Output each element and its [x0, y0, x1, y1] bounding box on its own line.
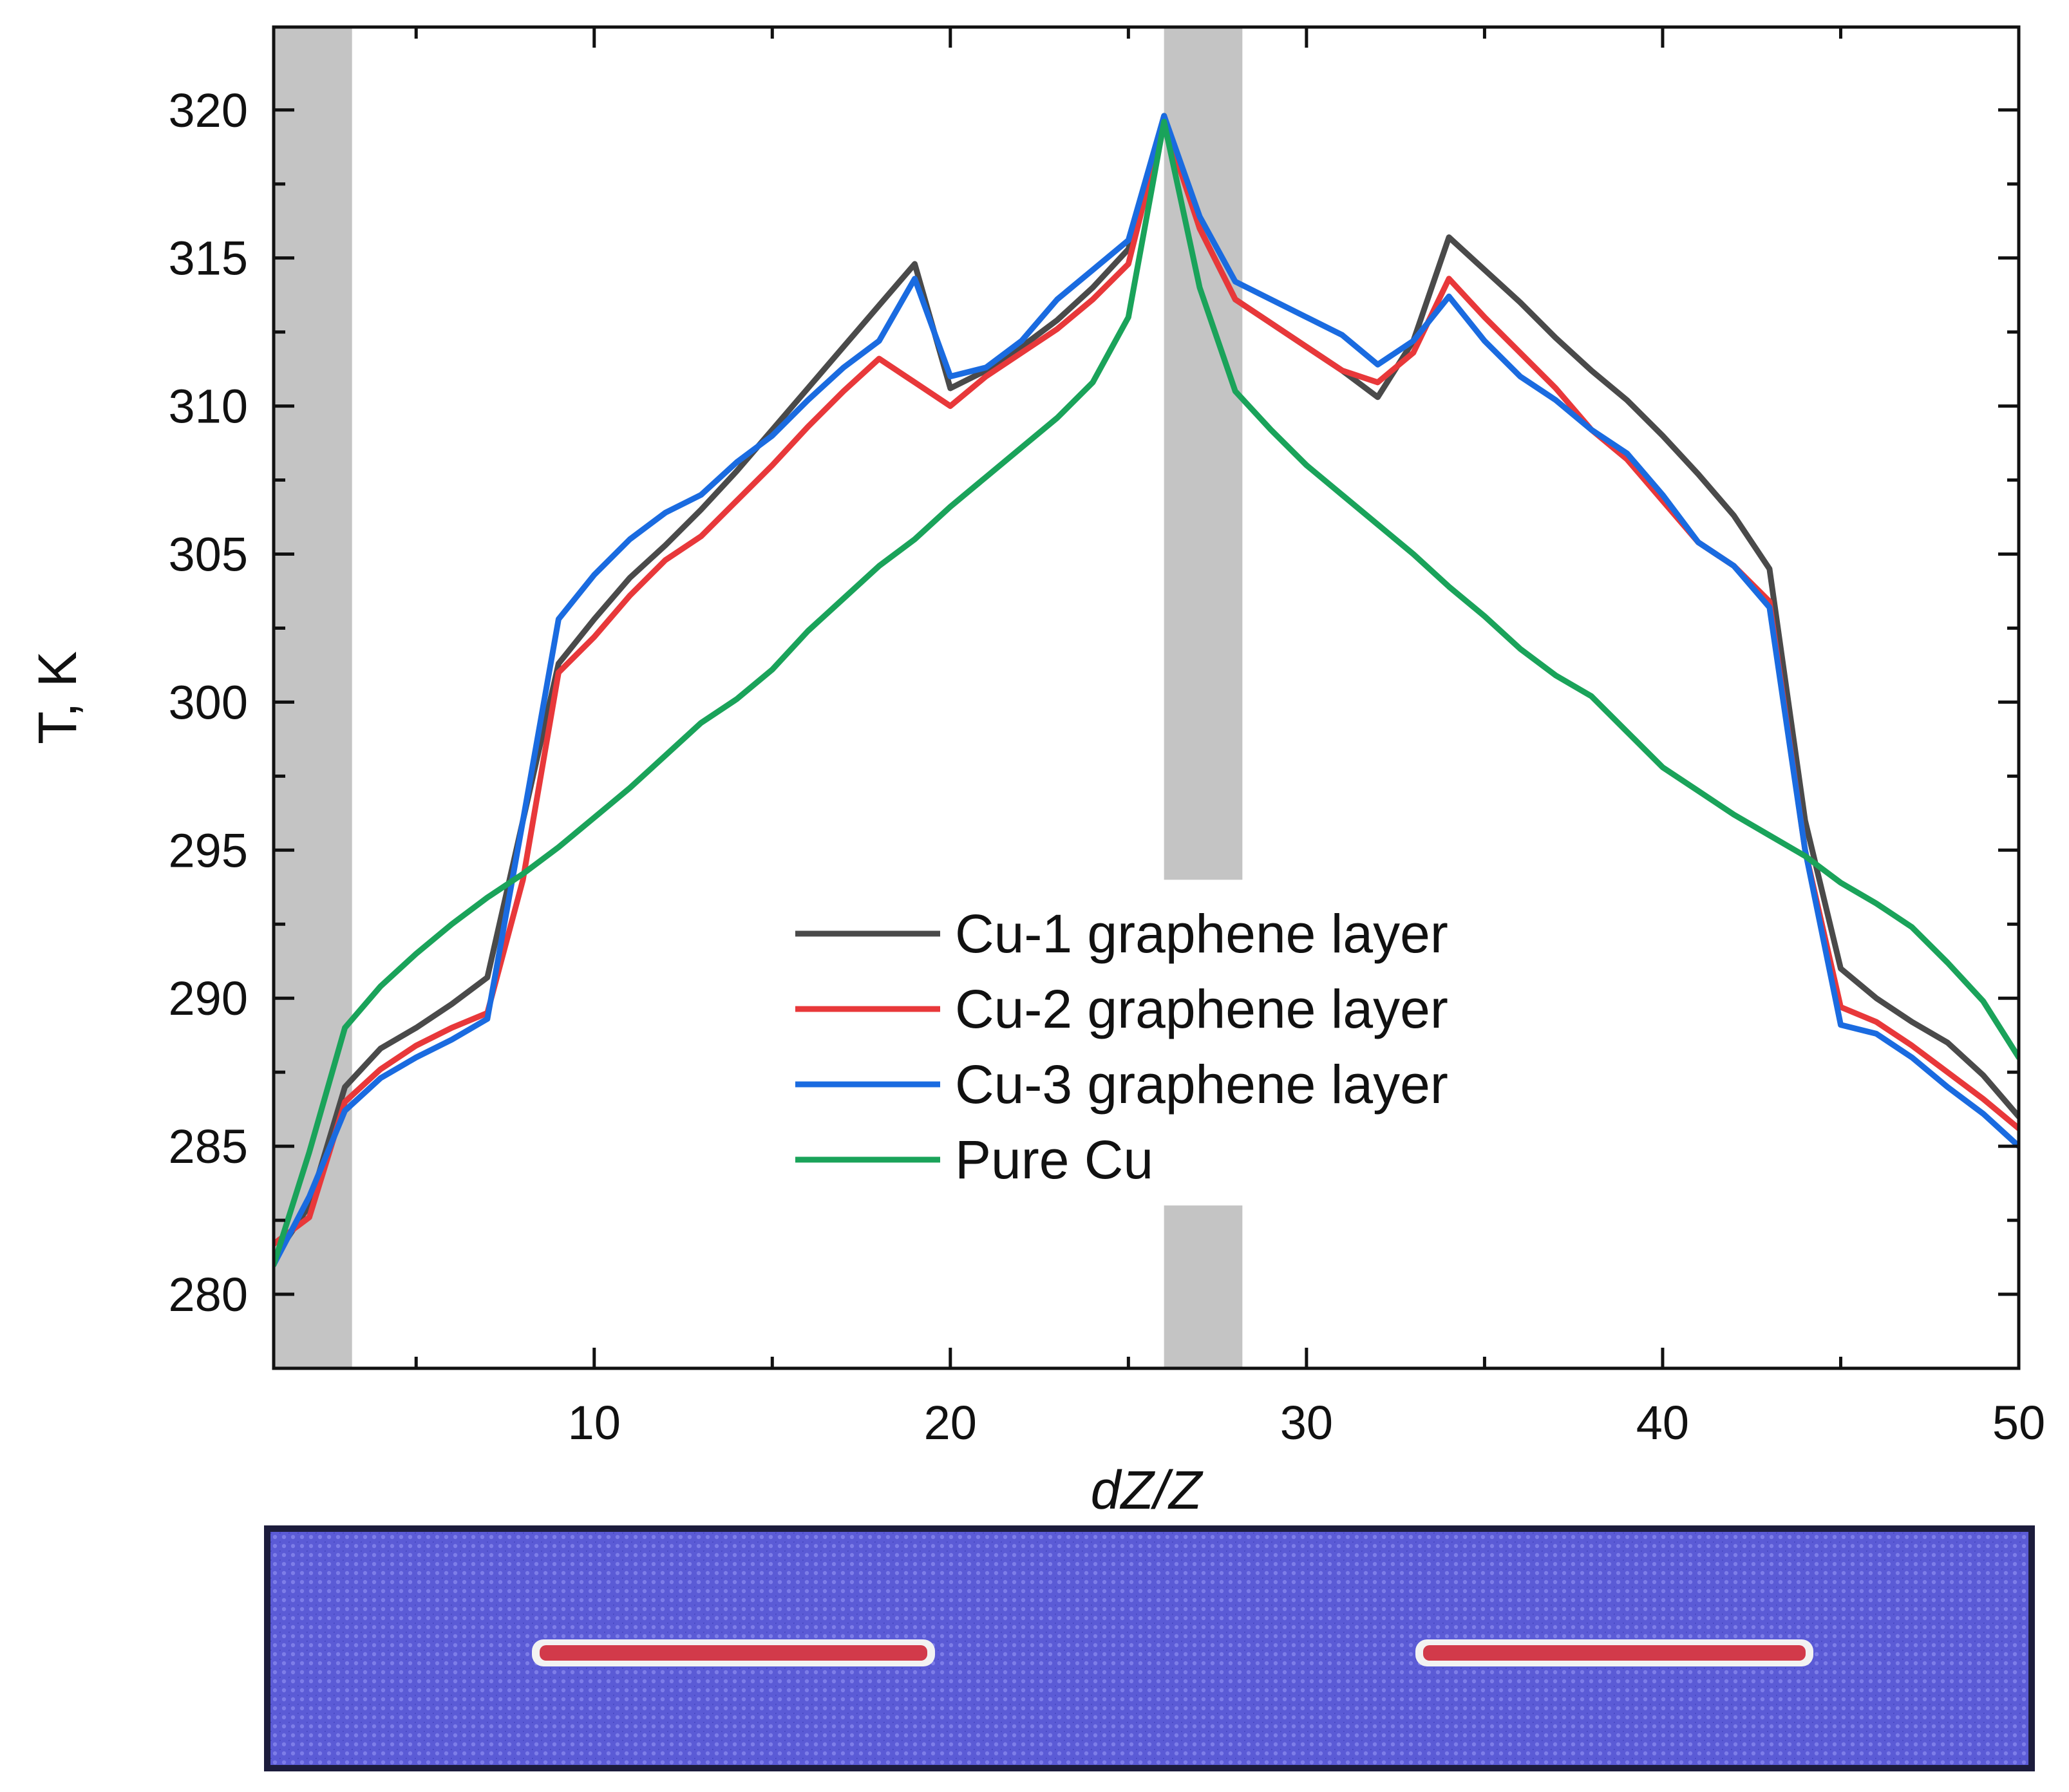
axis-ticks: 280 285 290 295 300 305 310 315 320 10 20 30 40 50: [169, 27, 2045, 1449]
shaded-region-3: [1164, 1205, 1243, 1368]
plot-frame: [272, 25, 2021, 1370]
graphene-layer-left: [540, 1645, 927, 1661]
series-lines: [274, 113, 2019, 1268]
graphene-layer-right: [1423, 1645, 1806, 1661]
x-tick-label: 10: [568, 1396, 621, 1449]
y-tick-label: 285: [169, 1120, 248, 1173]
legend-label-4: Pure Cu: [955, 1129, 1153, 1190]
legend-label-1: Cu-1 graphene layer: [955, 903, 1448, 964]
y-tick-label: 320: [169, 84, 248, 137]
x-tick-label: 30: [1280, 1396, 1333, 1449]
series-line-4: [274, 118, 2019, 1268]
y-tick-label: 300: [169, 675, 248, 729]
legend-label-2: Cu-2 graphene layer: [955, 979, 1448, 1039]
y-tick-label: 315: [169, 232, 248, 285]
x-tick-label: 50: [1992, 1396, 2045, 1449]
legend-label-3: Cu-3 graphene layer: [955, 1054, 1448, 1115]
x-tick-label: 40: [1636, 1396, 1689, 1449]
atomic-structure-image: [264, 1525, 2035, 1771]
y-axis-label: T, K: [27, 651, 88, 744]
legend: Cu-1 graphene layer Cu-2 graphene layer Cu…: [795, 903, 1448, 1190]
y-tick-label: 305: [169, 527, 248, 581]
shaded-region-1: [274, 27, 352, 1368]
y-tick-label: 310: [169, 380, 248, 433]
y-tick-label: 280: [169, 1268, 248, 1321]
x-axis-label: dZ/Z: [1091, 1460, 1204, 1520]
series-line-3: [274, 113, 2019, 1268]
y-tick-label: 295: [169, 824, 248, 877]
y-tick-label: 290: [169, 972, 248, 1025]
x-tick-label: 20: [924, 1396, 977, 1449]
